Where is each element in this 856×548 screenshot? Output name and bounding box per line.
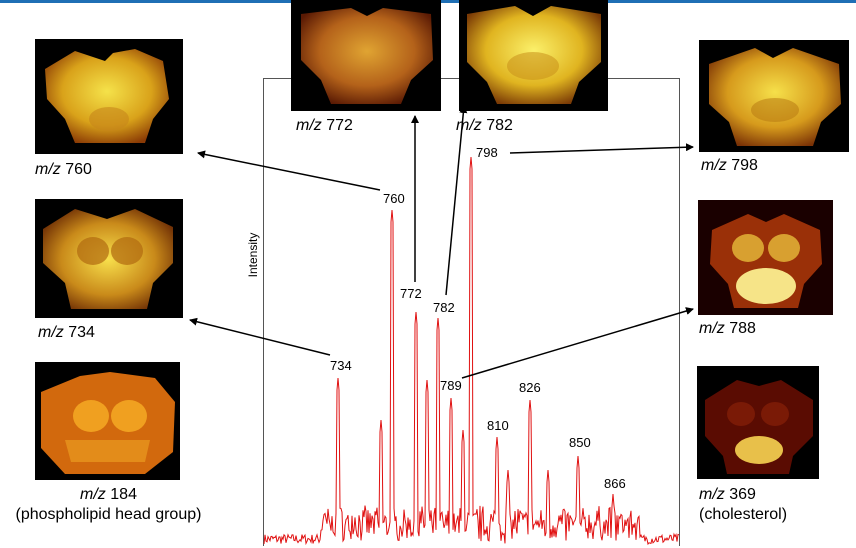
brain-image-mz734 <box>35 199 183 318</box>
brain-image-mz782 <box>459 0 608 111</box>
caption-mz798: m/z 798 <box>701 157 758 174</box>
caption-mz369-note: (cholesterol) <box>699 506 788 523</box>
caption-mz788: m/z 788 <box>699 320 756 337</box>
y-axis-label: Intensity <box>246 232 260 278</box>
caption-mz760: m/z 760 <box>35 161 92 178</box>
caption-mz184: m/z 184 (phospholipid head group) <box>6 485 211 525</box>
caption-mz782: m/z 782 <box>456 117 513 134</box>
brain-image-mz772 <box>291 0 441 111</box>
caption-mz184-note: (phospholipid head group) <box>15 506 202 523</box>
caption-mz734: m/z 734 <box>38 324 95 341</box>
caption-mz772: m/z 772 <box>296 117 353 134</box>
spectrum-frame <box>263 78 680 546</box>
brain-image-mz184 <box>35 362 180 480</box>
brain-image-mz760 <box>35 39 183 154</box>
brain-image-mz369 <box>697 366 819 479</box>
brain-image-mz788 <box>698 200 833 315</box>
brain-image-mz798 <box>699 40 849 152</box>
caption-mz369: m/z 369 (cholesterol) <box>699 486 788 523</box>
